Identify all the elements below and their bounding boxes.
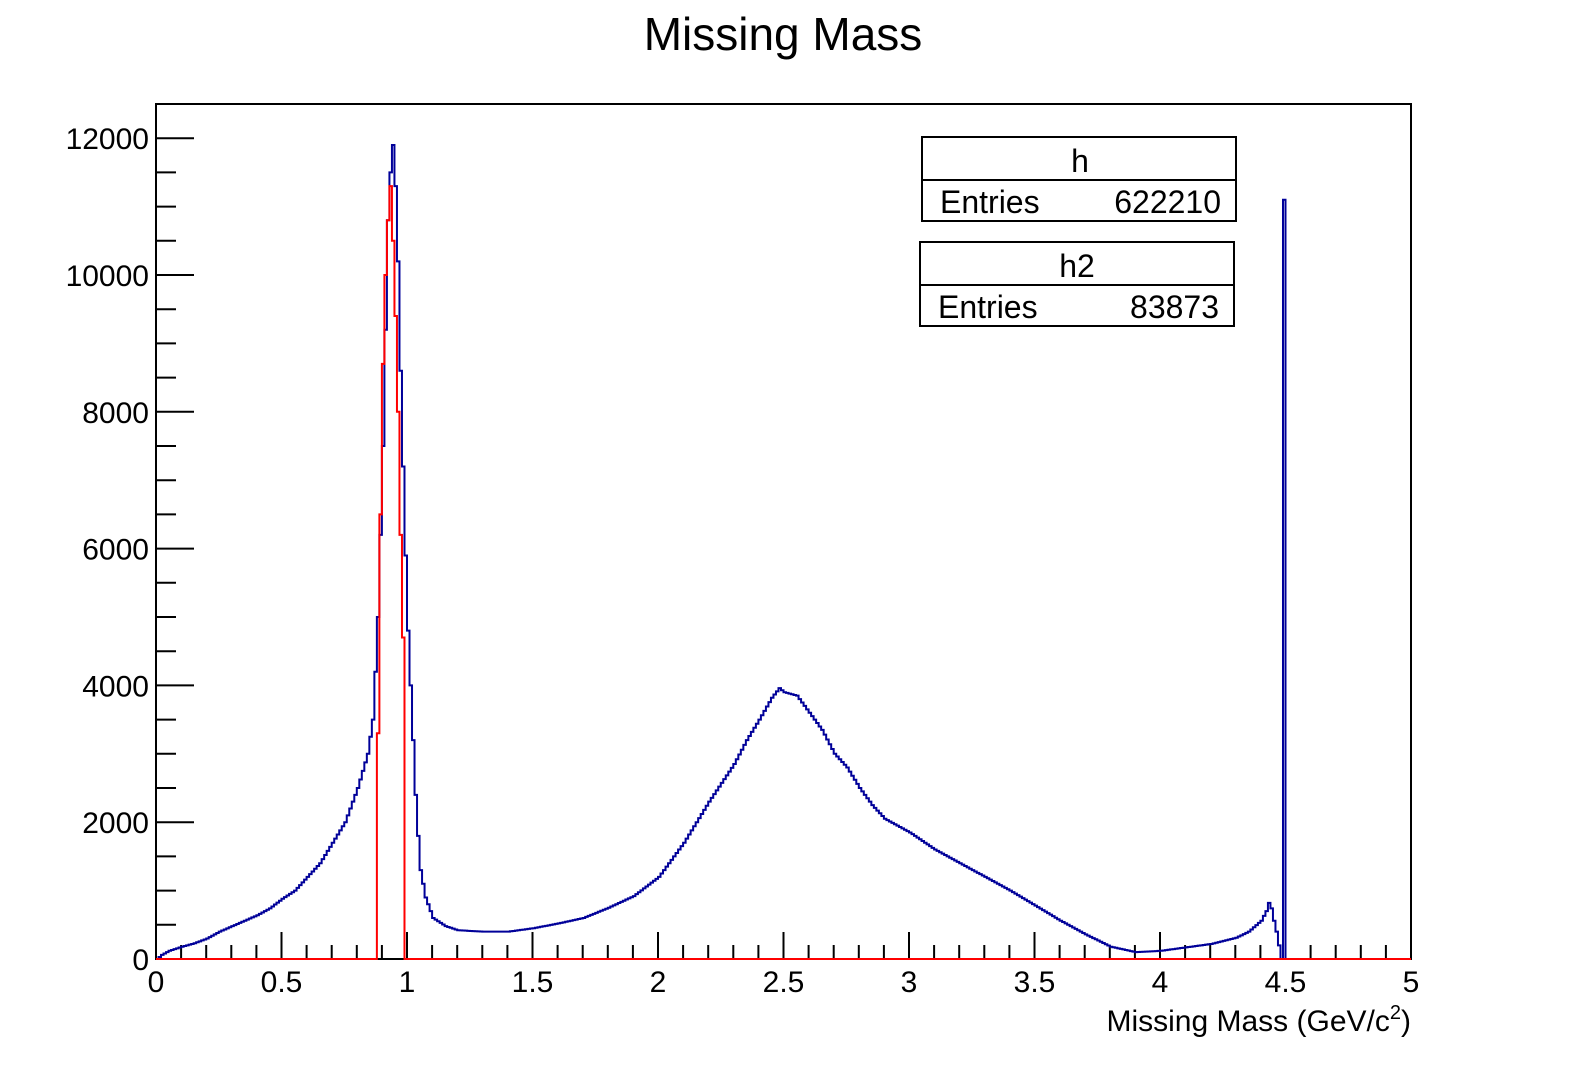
histogram-series-h2 xyxy=(156,185,1411,960)
stat-box-h2-title: h2 xyxy=(1059,248,1095,284)
stat-box-h-entries-value: 622210 xyxy=(1114,184,1221,220)
stat-box-h2-entries-value: 83873 xyxy=(1130,289,1219,325)
x-tick-label: 2.5 xyxy=(763,966,805,999)
y-axis: 0 2000 4000 6000 8000 10000 12000 xyxy=(66,123,194,977)
x-tick-label: 5 xyxy=(1403,966,1420,999)
stat-box-h2-entries-label: Entries xyxy=(938,289,1038,325)
stat-box-h-title: h xyxy=(1071,143,1089,179)
x-tick-label: 0.5 xyxy=(261,966,303,999)
x-axis-label-superscript: 2 xyxy=(1390,1002,1401,1024)
y-tick-label: 0 xyxy=(132,944,149,977)
stat-box-h2: h2 Entries 83873 xyxy=(919,241,1235,327)
y-tick-label: 4000 xyxy=(82,670,149,703)
y-tick-label: 6000 xyxy=(82,534,149,567)
x-tick-label: 1 xyxy=(399,966,416,999)
y-tick-label: 10000 xyxy=(66,260,149,293)
x-tick-label: 4 xyxy=(1152,966,1169,999)
y-tick-label: 8000 xyxy=(82,397,149,430)
stat-box-h: h Entries 622210 xyxy=(921,136,1237,222)
x-axis-label: Missing Mass (GeV/c2) xyxy=(1106,1002,1411,1038)
x-axis: 0 0.5 1 1.5 2 2.5 3 3.5 4 4.5 5 xyxy=(148,932,1420,999)
plot-frame xyxy=(155,103,1412,960)
series-layer xyxy=(156,144,1411,960)
y-tick-label: 2000 xyxy=(82,807,149,840)
x-tick-label: 2 xyxy=(650,966,667,999)
x-tick-label: 3.5 xyxy=(1014,966,1056,999)
x-tick-label: 4.5 xyxy=(1265,966,1307,999)
y-tick-label: 12000 xyxy=(66,123,149,156)
x-tick-label: 0 xyxy=(148,966,165,999)
histogram-series-h xyxy=(156,144,1411,960)
chart-title: Missing Mass xyxy=(644,8,923,60)
stat-box-h-entries-label: Entries xyxy=(940,184,1040,220)
x-tick-label: 3 xyxy=(901,966,918,999)
x-tick-label: 1.5 xyxy=(512,966,554,999)
